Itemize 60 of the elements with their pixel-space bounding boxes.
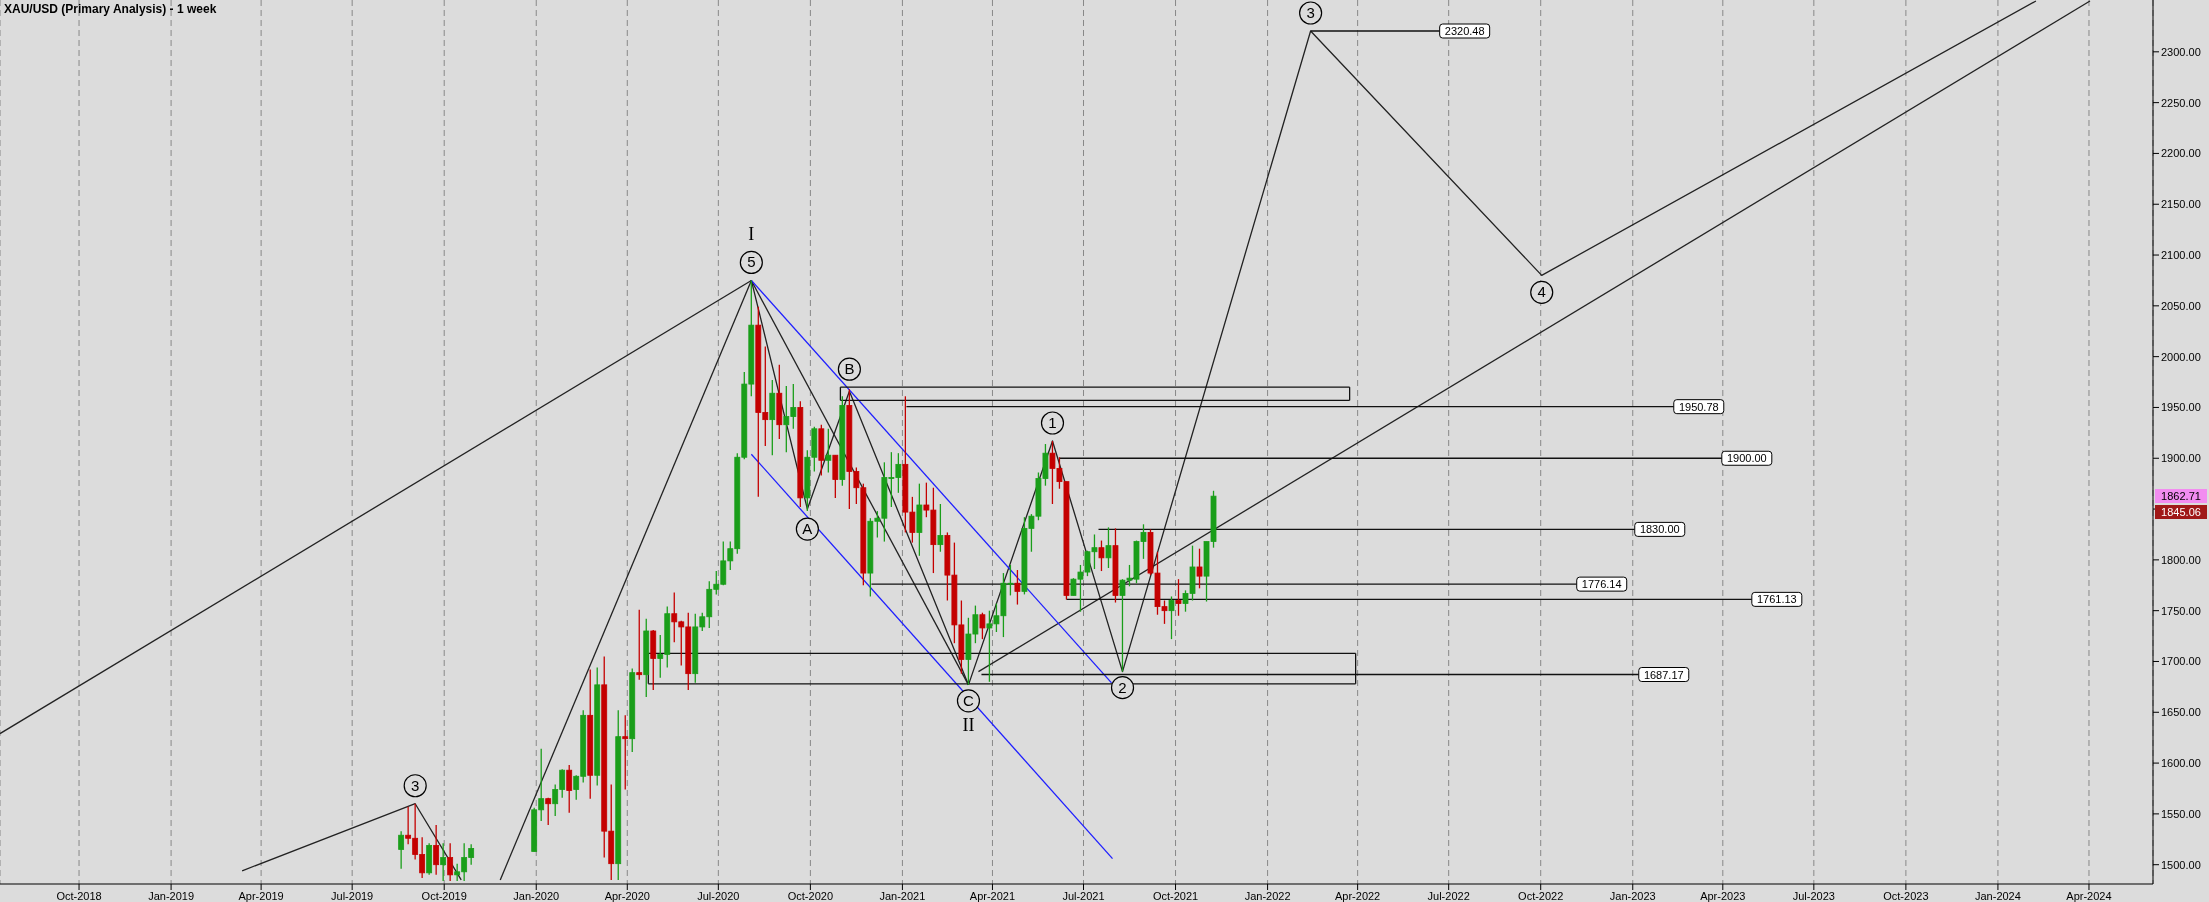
y-tick-label: 2150.00 <box>2161 198 2201 211</box>
x-tick-label: Jul-2020 <box>697 889 740 902</box>
annotation: 1761.13 <box>1756 593 1797 606</box>
annotation: II <box>962 714 975 735</box>
annotation: 4 <box>1537 283 1546 301</box>
annotation: 1900.00 <box>1726 452 1767 465</box>
y-tick-label: 2200.00 <box>2161 147 2201 160</box>
y-tick-label: 1550.00 <box>2161 807 2201 820</box>
chart-title: XAU/USD (Primary Analysis) - 1 week <box>4 2 217 16</box>
annotation: 1687.17 <box>1643 668 1684 681</box>
y-tick-label: 1800.00 <box>2161 553 2201 566</box>
annotation: 5 <box>747 253 756 271</box>
y-tick-label: 1900.00 <box>2161 452 2201 465</box>
y-tick-label: 2050.00 <box>2161 299 2201 312</box>
x-tick-label: Apr-2020 <box>604 889 650 902</box>
y-tick-label: 1950.00 <box>2161 401 2201 414</box>
x-tick-label: Jul-2023 <box>1792 889 1835 902</box>
x-tick-label: Apr-2021 <box>969 889 1016 902</box>
annotation: 3 <box>411 776 420 794</box>
y-tick-label: 2250.00 <box>2161 96 2201 109</box>
annotation: 2 <box>1118 678 1127 696</box>
y-tick-label: 2100.00 <box>2161 248 2201 261</box>
y-tick-label: 1500.00 <box>2161 858 2201 871</box>
x-tick-label: Jul-2019 <box>331 889 374 902</box>
x-tick-label: Jan-2022 <box>1244 889 1291 902</box>
x-tick-label: Oct-2021 <box>1152 889 1199 902</box>
y-tick-label: 2000.00 <box>2161 350 2201 363</box>
x-tick-label: Oct-2022 <box>1518 889 1564 902</box>
annotation: 1776.14 <box>1581 578 1622 591</box>
annotation: 1830.00 <box>1639 523 1680 536</box>
annotation: 1 <box>1048 413 1057 431</box>
x-tick-label: Jan-2019 <box>148 889 195 902</box>
y-tick-label: 1750.00 <box>2161 604 2201 617</box>
annotation: 2320.48 <box>1444 25 1485 38</box>
annotation: B <box>844 360 855 378</box>
y-tick-label: 1650.00 <box>2161 706 2201 719</box>
x-tick-label: Apr-2019 <box>238 889 284 902</box>
x-tick-label: Jan-2021 <box>879 889 926 902</box>
x-tick-label: Oct-2020 <box>787 889 833 902</box>
x-tick-label: Oct-2018 <box>56 889 102 902</box>
x-tick-label: Jan-2023 <box>1609 889 1656 902</box>
x-tick-label: Jan-2024 <box>1974 889 2021 902</box>
x-tick-label: Oct-2023 <box>1883 889 1929 902</box>
x-tick-label: Jul-2022 <box>1427 889 1470 902</box>
x-tick-label: Oct-2019 <box>421 889 467 902</box>
x-tick-label: Jan-2020 <box>513 889 560 902</box>
x-tick-label: Apr-2024 <box>2066 889 2112 902</box>
annotation: C <box>963 691 975 709</box>
y-tick-label: 1700.00 <box>2161 655 2201 668</box>
y-tick-label: 2300.00 <box>2161 45 2201 58</box>
text: 1862.71 <box>2155 489 2207 504</box>
x-tick-label: Apr-2022 <box>1335 889 1381 902</box>
annotation: A <box>802 520 813 538</box>
annotation: 1950.78 <box>1678 400 1719 413</box>
annotation: I <box>748 224 755 245</box>
text: 1845.06 <box>2155 505 2207 520</box>
x-tick-label: Jul-2021 <box>1062 889 1105 902</box>
annotation: 3 <box>1306 4 1315 22</box>
y-tick-label: 1600.00 <box>2161 756 2201 769</box>
x-tick-label: Apr-2023 <box>1700 889 1746 902</box>
